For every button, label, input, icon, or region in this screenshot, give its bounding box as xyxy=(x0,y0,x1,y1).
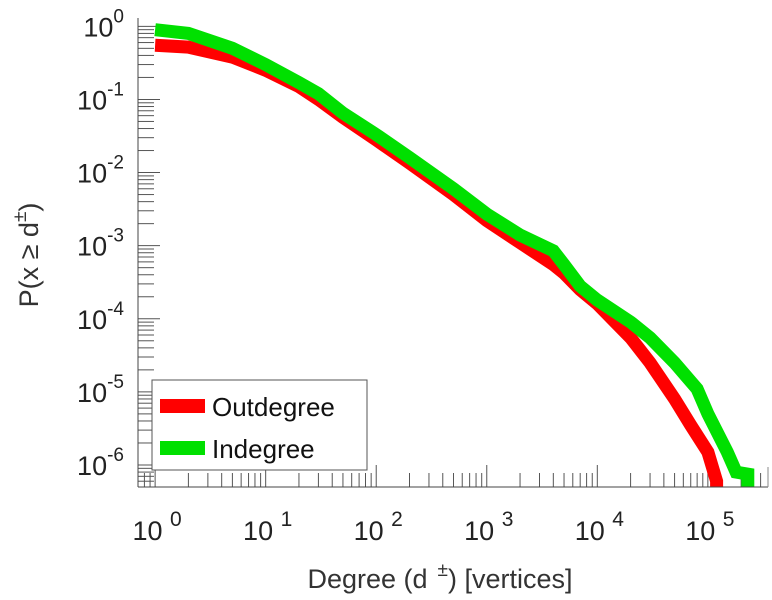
y-tick-label-base: 10 xyxy=(77,305,107,335)
y-tick-label-base: 10 xyxy=(77,85,107,115)
series-layer xyxy=(154,23,755,487)
x-axis-label-sup: ± xyxy=(438,560,448,581)
y-axis-label: P(x ≥ d±) xyxy=(10,203,44,308)
y-tick-label-base: 10 xyxy=(83,12,113,42)
x-axis-label-main: Degree (d xyxy=(307,564,427,594)
axis-layer xyxy=(137,18,769,488)
x-axis-label-tail: ) [vertices] xyxy=(448,564,573,594)
y-tick-label: 10-6 xyxy=(77,445,124,481)
y-tick-label-base: 10 xyxy=(77,232,107,262)
y-axis-label-sup: ± xyxy=(10,212,31,222)
x-tick-label-exponent: 2 xyxy=(391,508,403,531)
x-tick-label-base: 10 xyxy=(464,516,502,546)
y-tick-label-base: 10 xyxy=(77,159,107,189)
legend-label-indegree: Indegree xyxy=(212,434,315,464)
x-tick-label-exponent: 4 xyxy=(612,508,624,531)
y-tick-label-exponent: 0 xyxy=(113,6,124,27)
x-tick-label-base: 10 xyxy=(685,516,723,546)
x-tick-label: 10 3 xyxy=(464,508,513,546)
legend: Outdegree Indegree xyxy=(151,379,368,471)
y-tick-label: 10-5 xyxy=(77,372,124,408)
x-tick-label-base: 10 xyxy=(243,516,281,546)
x-tick-label-base: 10 xyxy=(354,516,392,546)
x-tick-label: 10 4 xyxy=(575,508,625,546)
x-tick-label-base: 10 xyxy=(575,516,613,546)
y-tick-label: 10-1 xyxy=(77,79,124,115)
y-tick-label-exponent: -6 xyxy=(107,445,124,466)
y-tick-label-base: 10 xyxy=(77,451,107,481)
x-tick-label-base: 10 xyxy=(133,516,171,546)
y-tick-label-exponent: -5 xyxy=(107,372,124,393)
x-axis-label: Degree (d ±) [vertices] xyxy=(307,560,572,594)
y-tick-label-exponent: -4 xyxy=(107,299,124,320)
y-tick-label: 10-3 xyxy=(77,226,124,262)
y-axis-label-main: P(x ≥ d xyxy=(14,222,44,307)
x-tick-label-exponent: 5 xyxy=(723,508,735,531)
y-axis-label-tail: ) xyxy=(14,203,44,212)
x-tick-label: 10 1 xyxy=(243,508,292,546)
y-tick-label: 100 xyxy=(83,6,124,42)
y-tick-label: 10-2 xyxy=(77,153,124,189)
x-tick-label: 10 2 xyxy=(354,508,403,546)
x-tick-label: 10 5 xyxy=(685,508,734,546)
x-tick-label-exponent: 0 xyxy=(170,508,182,531)
y-tick-label: 10-4 xyxy=(77,299,124,335)
x-tick-labels: 10 0 10 1 10 2 10 3 10 4 10 5 xyxy=(133,508,735,546)
x-tick-label: 10 0 xyxy=(133,508,182,546)
x-tick-label-exponent: 3 xyxy=(502,508,514,531)
legend-label-outdegree: Outdegree xyxy=(212,392,335,422)
y-tick-label-exponent: -2 xyxy=(107,153,124,174)
y-tick-label-exponent: -1 xyxy=(107,79,124,100)
x-tick-label-exponent: 1 xyxy=(281,508,293,531)
y-tick-label-base: 10 xyxy=(77,378,107,408)
y-tick-label-exponent: -3 xyxy=(107,226,124,247)
series-line-indegree xyxy=(154,23,755,487)
